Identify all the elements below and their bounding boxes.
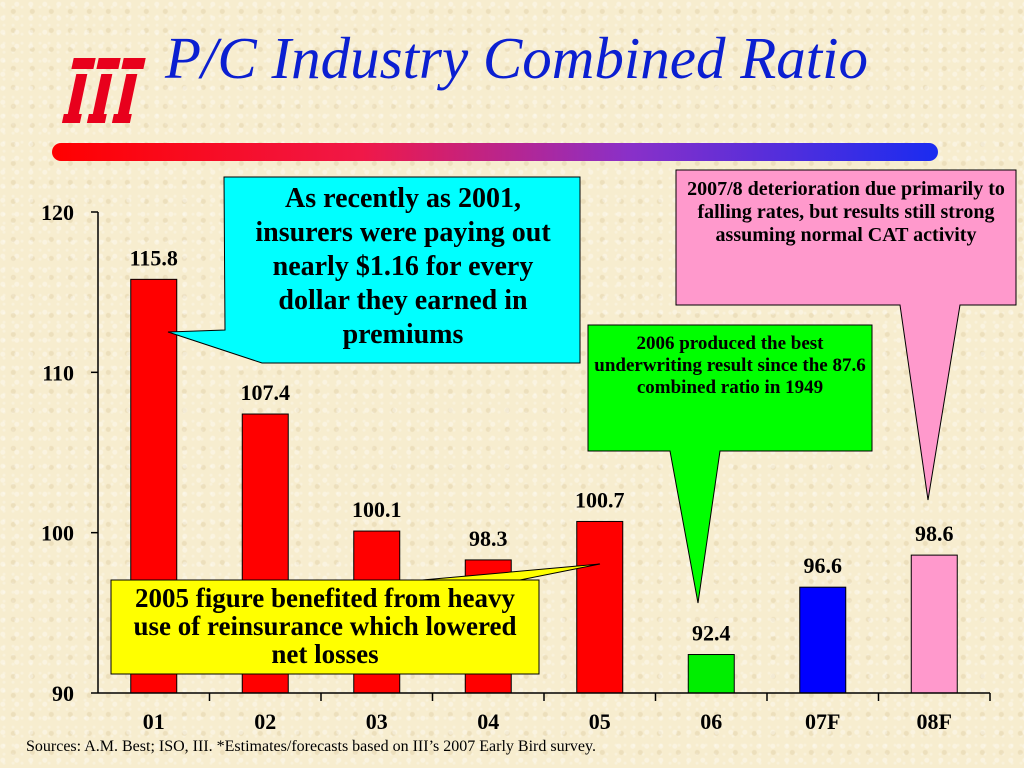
green-callout-box [587, 324, 873, 604]
x-tick-label-06: 06 [700, 709, 722, 734]
data-label-02: 107.4 [241, 380, 291, 405]
data-label-05: 100.7 [575, 487, 625, 512]
cyan-callout-box [167, 176, 581, 364]
data-label-04: 98.3 [469, 526, 508, 551]
yellow-callout-text: 2005 figure benefited from heavy use of … [133, 583, 517, 669]
x-tick-label-03: 03 [366, 709, 388, 734]
x-tick-label-01: 01 [143, 709, 165, 734]
data-label-08F: 98.6 [915, 521, 954, 546]
x-tick-label-08F: 08F [917, 709, 952, 734]
y-tick-label-100: 100 [41, 521, 74, 546]
data-label-01: 115.8 [130, 245, 178, 270]
y-tick-label-120: 120 [41, 200, 74, 225]
data-label-03: 100.1 [352, 497, 402, 522]
yellow-callout-box [110, 579, 540, 675]
slide-title: P/C Industry Combined Ratio [165, 25, 869, 91]
y-tick-label-90: 90 [52, 681, 74, 706]
y-tick-label-110: 110 [42, 360, 74, 385]
x-tick-label-07F: 07F [805, 709, 840, 734]
pink-callout-text: 2007/8 deterioration due primarily to fa… [687, 178, 1005, 246]
bar-05 [576, 520, 624, 694]
bar-07F [799, 586, 847, 694]
pink-callout-box [675, 169, 1017, 501]
data-label-07F: 96.6 [804, 553, 843, 578]
title-underline-bar [52, 143, 938, 161]
bar-08F [910, 554, 958, 694]
data-label-06: 92.4 [692, 621, 731, 646]
sources-footnote: Sources: A.M. Best; ISO, III. *Estimates… [26, 738, 596, 755]
green-callout-text: 2006 produced the best underwriting resu… [594, 333, 866, 398]
x-tick-label-05: 05 [589, 709, 611, 734]
iii-logo-icon [61, 58, 146, 123]
bar-06 [687, 654, 735, 694]
x-tick-label-04: 04 [477, 709, 499, 734]
cyan-callout-text: As recently as 2001, insurers were payin… [255, 183, 551, 350]
x-tick-label-02: 02 [254, 709, 276, 734]
